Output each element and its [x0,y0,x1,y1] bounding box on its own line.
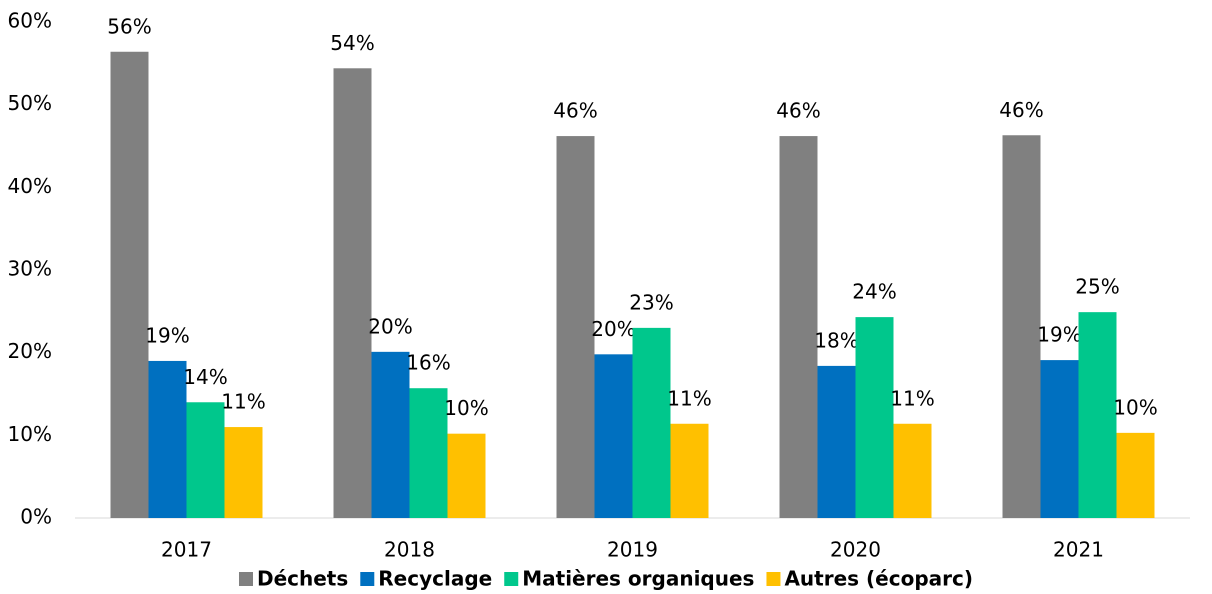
value-label: 46% [776,99,820,123]
bar [855,317,894,518]
y-tick-label: 50% [8,91,52,115]
legend-swatch [360,572,375,586]
y-tick-label: 0% [20,505,52,529]
bar [447,433,486,518]
value-label: 16% [406,351,450,375]
value-label: 10% [1113,395,1157,419]
bar [1002,135,1041,518]
value-label: 11% [667,386,711,410]
value-label: 19% [145,323,189,347]
bar [670,423,709,518]
bar [893,423,932,518]
x-tick-label: 2019 [607,538,658,562]
bar [779,136,818,518]
y-tick-label: 10% [8,422,52,446]
value-label: 46% [999,98,1043,122]
value-label: 46% [553,99,597,123]
bar [556,136,595,518]
bar [110,51,149,518]
value-label: 56% [107,14,151,38]
value-label: 11% [890,386,934,410]
x-tick-label: 2018 [384,538,435,562]
bar [1078,312,1117,518]
y-tick-label: 20% [8,339,52,363]
y-tick-label: 30% [8,257,52,281]
value-label: 20% [368,314,412,338]
value-label: 24% [852,280,896,304]
bar [409,388,448,518]
value-label: 19% [1037,323,1081,347]
value-label: 14% [183,365,227,389]
bar [1116,432,1155,518]
bar [594,354,633,518]
x-tick-label: 2020 [830,538,881,562]
legend-label: Déchets [257,567,348,591]
value-label: 11% [221,390,265,414]
bar [224,427,263,518]
bar [371,351,410,518]
legend-label: Matières organiques [522,567,754,591]
legend-swatch [766,572,781,586]
legend-swatch [238,572,253,586]
bar [632,327,671,518]
bar [1040,360,1079,518]
bar [148,360,187,518]
legend-label: Autres (écoparc) [784,567,973,591]
bar [817,365,856,518]
value-label: 23% [629,290,673,314]
value-label: 18% [814,328,858,352]
bar [333,68,372,518]
x-tick-label: 2017 [161,538,212,562]
y-tick-label: 60% [8,9,52,33]
y-tick-label: 40% [8,174,52,198]
value-label: 25% [1075,275,1119,299]
legend-swatch [504,572,519,586]
value-label: 20% [591,317,635,341]
value-label: 54% [330,31,374,55]
bar [186,402,225,518]
x-tick-label: 2021 [1053,538,1104,562]
legend-label: Recyclage [378,567,492,591]
value-label: 10% [444,396,488,420]
